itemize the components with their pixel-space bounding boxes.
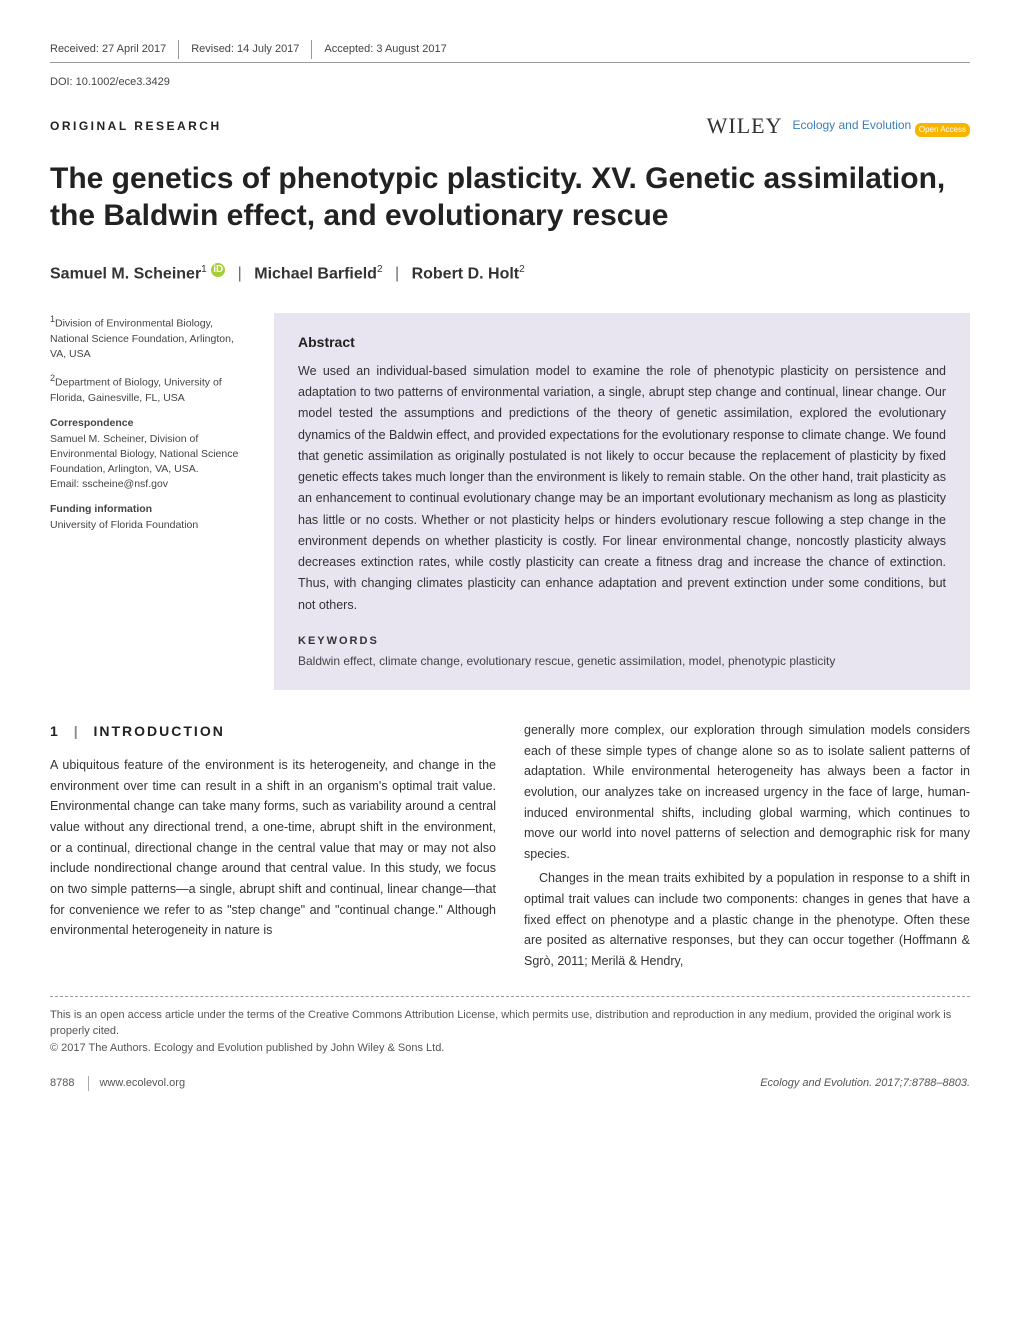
affiliation-text: Division of Environmental Biology, Natio…: [50, 318, 234, 360]
citation: Ecology and Evolution. 2017;7:8788–8803.: [760, 1076, 970, 1091]
funding-block: Funding information University of Florid…: [50, 502, 250, 532]
copyright-line: © 2017 The Authors. Ecology and Evolutio…: [50, 1042, 444, 1054]
keywords-text: Baldwin effect, climate change, evolutio…: [298, 653, 946, 670]
author-aff-marker: 1: [201, 264, 207, 275]
body-paragraph: generally more complex, our exploration …: [524, 720, 970, 864]
body-paragraph: A ubiquitous feature of the environment …: [50, 755, 496, 941]
journal-link-wrap: Ecology and Evolution Open Access: [792, 116, 970, 137]
category-row: ORIGINAL RESEARCH WILEY Ecology and Evol…: [50, 111, 970, 142]
section-bar: |: [74, 723, 80, 739]
author-name: Samuel M. Scheiner: [50, 265, 201, 282]
article-title: The genetics of phenotypic plasticity. X…: [50, 160, 970, 235]
revised-date: Revised: 14 July 2017: [179, 40, 312, 59]
author-aff-marker: 2: [377, 264, 383, 275]
page-footer: 8788 www.ecolevol.org Ecology and Evolut…: [50, 1076, 970, 1091]
correspondence-block: Correspondence Samuel M. Scheiner, Divis…: [50, 416, 250, 492]
doi: DOI: 10.1002/ece3.3429: [50, 75, 970, 90]
author-aff-marker: 2: [519, 264, 525, 275]
publisher-block: WILEY Ecology and Evolution Open Access: [707, 111, 970, 142]
journal-url[interactable]: www.ecolevol.org: [88, 1076, 185, 1091]
correspondence-text: Samuel M. Scheiner, Division of Environm…: [50, 433, 238, 475]
keywords-label: KEYWORDS: [298, 634, 946, 649]
section-heading: 1 | INTRODUCTION: [50, 720, 496, 743]
author-separator: |: [238, 265, 242, 282]
article-category: ORIGINAL RESEARCH: [50, 118, 222, 135]
abstract-heading: Abstract: [298, 333, 946, 353]
abstract-box: Abstract We used an individual-based sim…: [274, 313, 970, 690]
article-meta-sidebar: 1Division of Environmental Biology, Nati…: [50, 313, 250, 690]
body-columns: 1 | INTRODUCTION A ubiquitous feature of…: [50, 720, 970, 972]
body-paragraph: Changes in the mean traits exhibited by …: [524, 868, 970, 971]
author-name: Michael Barfield: [254, 265, 377, 282]
abstract-text: We used an individual-based simulation m…: [298, 361, 946, 616]
author-separator: |: [395, 265, 399, 282]
section-title: INTRODUCTION: [94, 723, 225, 739]
author-list: Samuel M. Scheiner1 iD | Michael Barfiel…: [50, 263, 970, 286]
body-column-right: generally more complex, our exploration …: [524, 720, 970, 972]
correspondence-email[interactable]: Email: sscheine@nsf.gov: [50, 478, 168, 490]
publisher-logo: WILEY: [707, 111, 783, 142]
orcid-icon[interactable]: iD: [211, 263, 225, 277]
funding-text: University of Florida Foundation: [50, 519, 198, 531]
page-number: 8788: [50, 1076, 74, 1091]
received-date: Received: 27 April 2017: [50, 40, 179, 59]
copyright-text: © 2017 The Authors. Ecology and Evolutio…: [50, 1040, 970, 1057]
meta-abstract-row: 1Division of Environmental Biology, Nati…: [50, 313, 970, 690]
footer-left: 8788 www.ecolevol.org: [50, 1076, 185, 1091]
accepted-date: Accepted: 3 August 2017: [312, 40, 458, 59]
article-history-bar: Received: 27 April 2017 Revised: 14 July…: [50, 40, 970, 63]
section-number: 1: [50, 723, 60, 739]
page-root: Received: 27 April 2017 Revised: 14 July…: [0, 0, 1020, 1121]
funding-label: Funding information: [50, 502, 250, 517]
affiliation-1: 1Division of Environmental Biology, Nati…: [50, 313, 250, 362]
journal-name[interactable]: Ecology and Evolution: [792, 118, 911, 132]
license-note: This is an open access article under the…: [50, 996, 970, 1057]
license-text: This is an open access article under the…: [50, 1007, 970, 1040]
body-column-left: 1 | INTRODUCTION A ubiquitous feature of…: [50, 720, 496, 972]
affiliation-2: 2Department of Biology, University of Fl…: [50, 372, 250, 406]
affiliation-text: Department of Biology, University of Flo…: [50, 377, 222, 404]
author-name: Robert D. Holt: [412, 265, 520, 282]
correspondence-label: Correspondence: [50, 416, 250, 431]
open-access-badge: Open Access: [915, 123, 970, 136]
